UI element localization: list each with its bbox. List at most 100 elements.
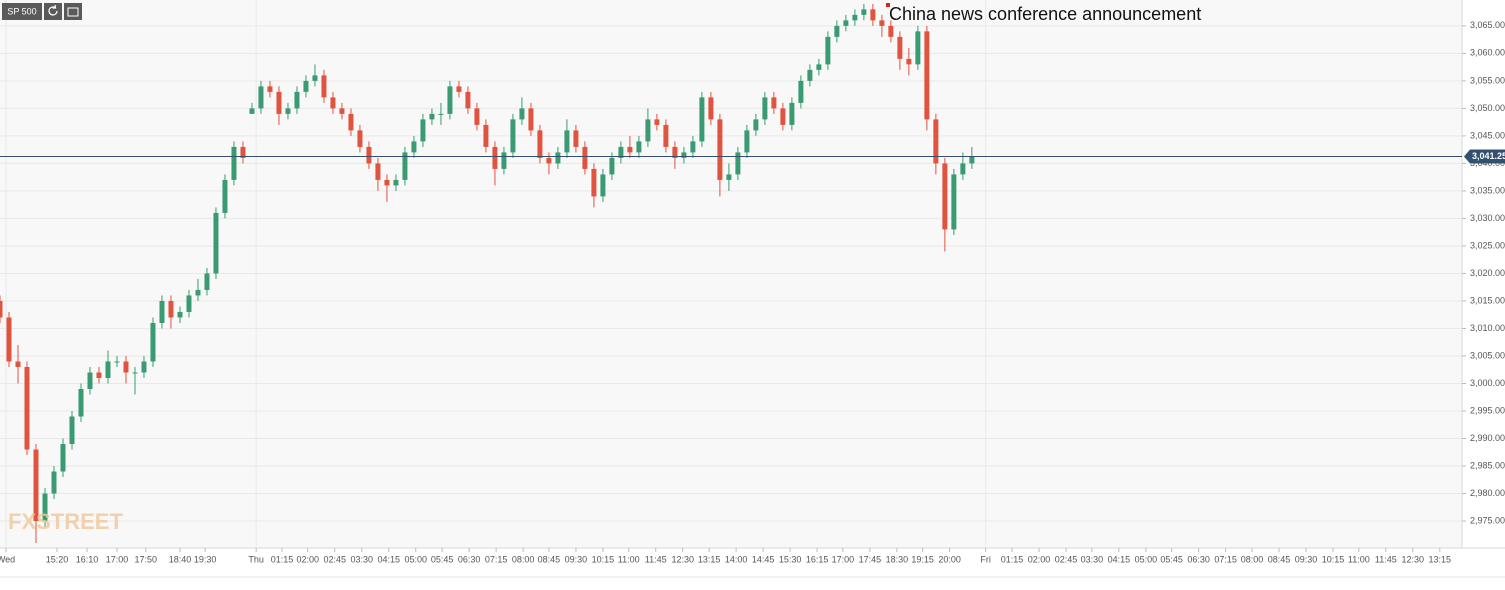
y-tick-label: 2,985.00	[1470, 460, 1505, 470]
candle-body	[51, 471, 57, 494]
x-tick-label: Wed	[0, 554, 15, 564]
x-tick-label: 17:50	[135, 554, 158, 564]
annotation: China news conference announcement	[889, 4, 1201, 24]
y-tick-label: 3,025.00	[1470, 240, 1505, 250]
refresh-button[interactable]	[44, 3, 62, 20]
y-tick-label: 3,060.00	[1470, 48, 1505, 58]
x-tick-label: 01:15	[1001, 554, 1024, 564]
last-price-label: 3,041.25	[1472, 151, 1505, 161]
candles	[0, 3, 975, 544]
candle-body	[789, 102, 795, 125]
x-tick-label: 11:45	[1375, 554, 1397, 564]
y-tick-label: 3,020.00	[1470, 268, 1505, 278]
candle-body	[240, 146, 246, 158]
x-tick-label: 07:15	[1214, 554, 1237, 564]
candle-body	[933, 119, 939, 164]
candle-body	[618, 146, 624, 158]
candle-body	[6, 317, 12, 362]
x-tick-label: 11:00	[618, 554, 640, 564]
candle-body	[114, 361, 120, 363]
candle-body	[492, 146, 498, 169]
candle-body	[0, 300, 3, 318]
candle-body	[573, 130, 579, 147]
candle-body	[699, 97, 705, 142]
x-tick-label: 06:30	[458, 554, 481, 564]
candle-body	[393, 179, 399, 186]
y-tick-label: 2,980.00	[1470, 488, 1505, 498]
x-tick-label: 11:45	[645, 554, 667, 564]
candle-body	[564, 130, 570, 153]
x-tick-label: Thu	[248, 554, 264, 564]
candle-body	[474, 108, 480, 125]
candle-body	[438, 113, 444, 115]
candle-body	[798, 80, 804, 103]
candle-body	[483, 124, 489, 147]
x-tick-label: 08:00	[1241, 554, 1264, 564]
y-tick-label: 3,055.00	[1470, 75, 1505, 85]
x-tick-label: 20:00	[938, 554, 961, 564]
x-tick-label: 13:15	[698, 554, 721, 564]
toolbar: SP 500	[2, 3, 82, 20]
x-tick-label: 16:15	[806, 554, 829, 564]
x-tick-label: 02:45	[1055, 554, 1078, 564]
x-tick-label: 11:00	[1348, 554, 1370, 564]
candle-body	[24, 366, 30, 450]
x-tick-label: 16:10	[76, 554, 99, 564]
candle-body	[186, 295, 192, 312]
candle-body	[402, 152, 408, 180]
candle-body	[969, 156, 975, 164]
candle-body	[42, 493, 48, 522]
candle-body	[384, 179, 390, 186]
candle-body	[627, 146, 633, 153]
candle-body	[366, 146, 372, 164]
candle-body	[465, 91, 471, 109]
candle-body	[690, 141, 696, 153]
candle-body	[303, 80, 309, 92]
candle-body	[195, 289, 201, 296]
candle-body	[375, 163, 381, 180]
candle-body	[654, 119, 660, 125]
y-tick-label: 2,990.00	[1470, 433, 1505, 443]
candle-body	[942, 163, 948, 230]
candle-body	[213, 212, 219, 274]
y-tick-label: 3,015.00	[1470, 295, 1505, 305]
snapshot-icon	[67, 7, 79, 17]
candle-body	[735, 152, 741, 175]
watermark: FXSTREET	[8, 509, 123, 534]
y-tick-label: 2,975.00	[1470, 515, 1505, 525]
candle-body	[258, 86, 264, 109]
x-tick-label: Fri	[980, 554, 991, 564]
y-tick-label: 2,995.00	[1470, 405, 1505, 415]
snapshot-button[interactable]	[64, 3, 82, 20]
candle-body	[897, 36, 903, 59]
candle-body	[60, 444, 66, 472]
candle-body	[285, 108, 291, 114]
x-tick-label: 05:45	[1160, 554, 1183, 564]
x-tick-label: 13:15	[1429, 554, 1452, 564]
annotation-marker	[886, 3, 890, 7]
x-tick-label: 04:15	[377, 554, 400, 564]
candle-body	[339, 108, 345, 114]
x-tick-label: 03:30	[350, 554, 373, 564]
candle-body	[708, 97, 714, 120]
x-tick-label: 03:30	[1081, 554, 1104, 564]
candle-body	[870, 9, 876, 21]
candle-body	[591, 168, 597, 197]
x-tick-label: 10:15	[592, 554, 615, 564]
candle-body	[771, 97, 777, 109]
candle-body	[150, 322, 156, 362]
candle-body	[159, 300, 165, 323]
candle-body	[276, 91, 282, 114]
y-tick-label: 3,065.00	[1470, 20, 1505, 30]
candle-body	[510, 119, 516, 153]
candle-body	[294, 91, 300, 109]
candle-body	[348, 113, 354, 131]
x-tick-label: 08:45	[538, 554, 561, 564]
x-tick-label: 12:30	[671, 554, 694, 564]
x-tick-label: 05:00	[1135, 554, 1158, 564]
x-tick-label: 06:30	[1187, 554, 1210, 564]
candle-body	[519, 108, 525, 120]
x-tick-label: 14:45	[752, 554, 775, 564]
y-tick-label: 3,030.00	[1470, 213, 1505, 223]
